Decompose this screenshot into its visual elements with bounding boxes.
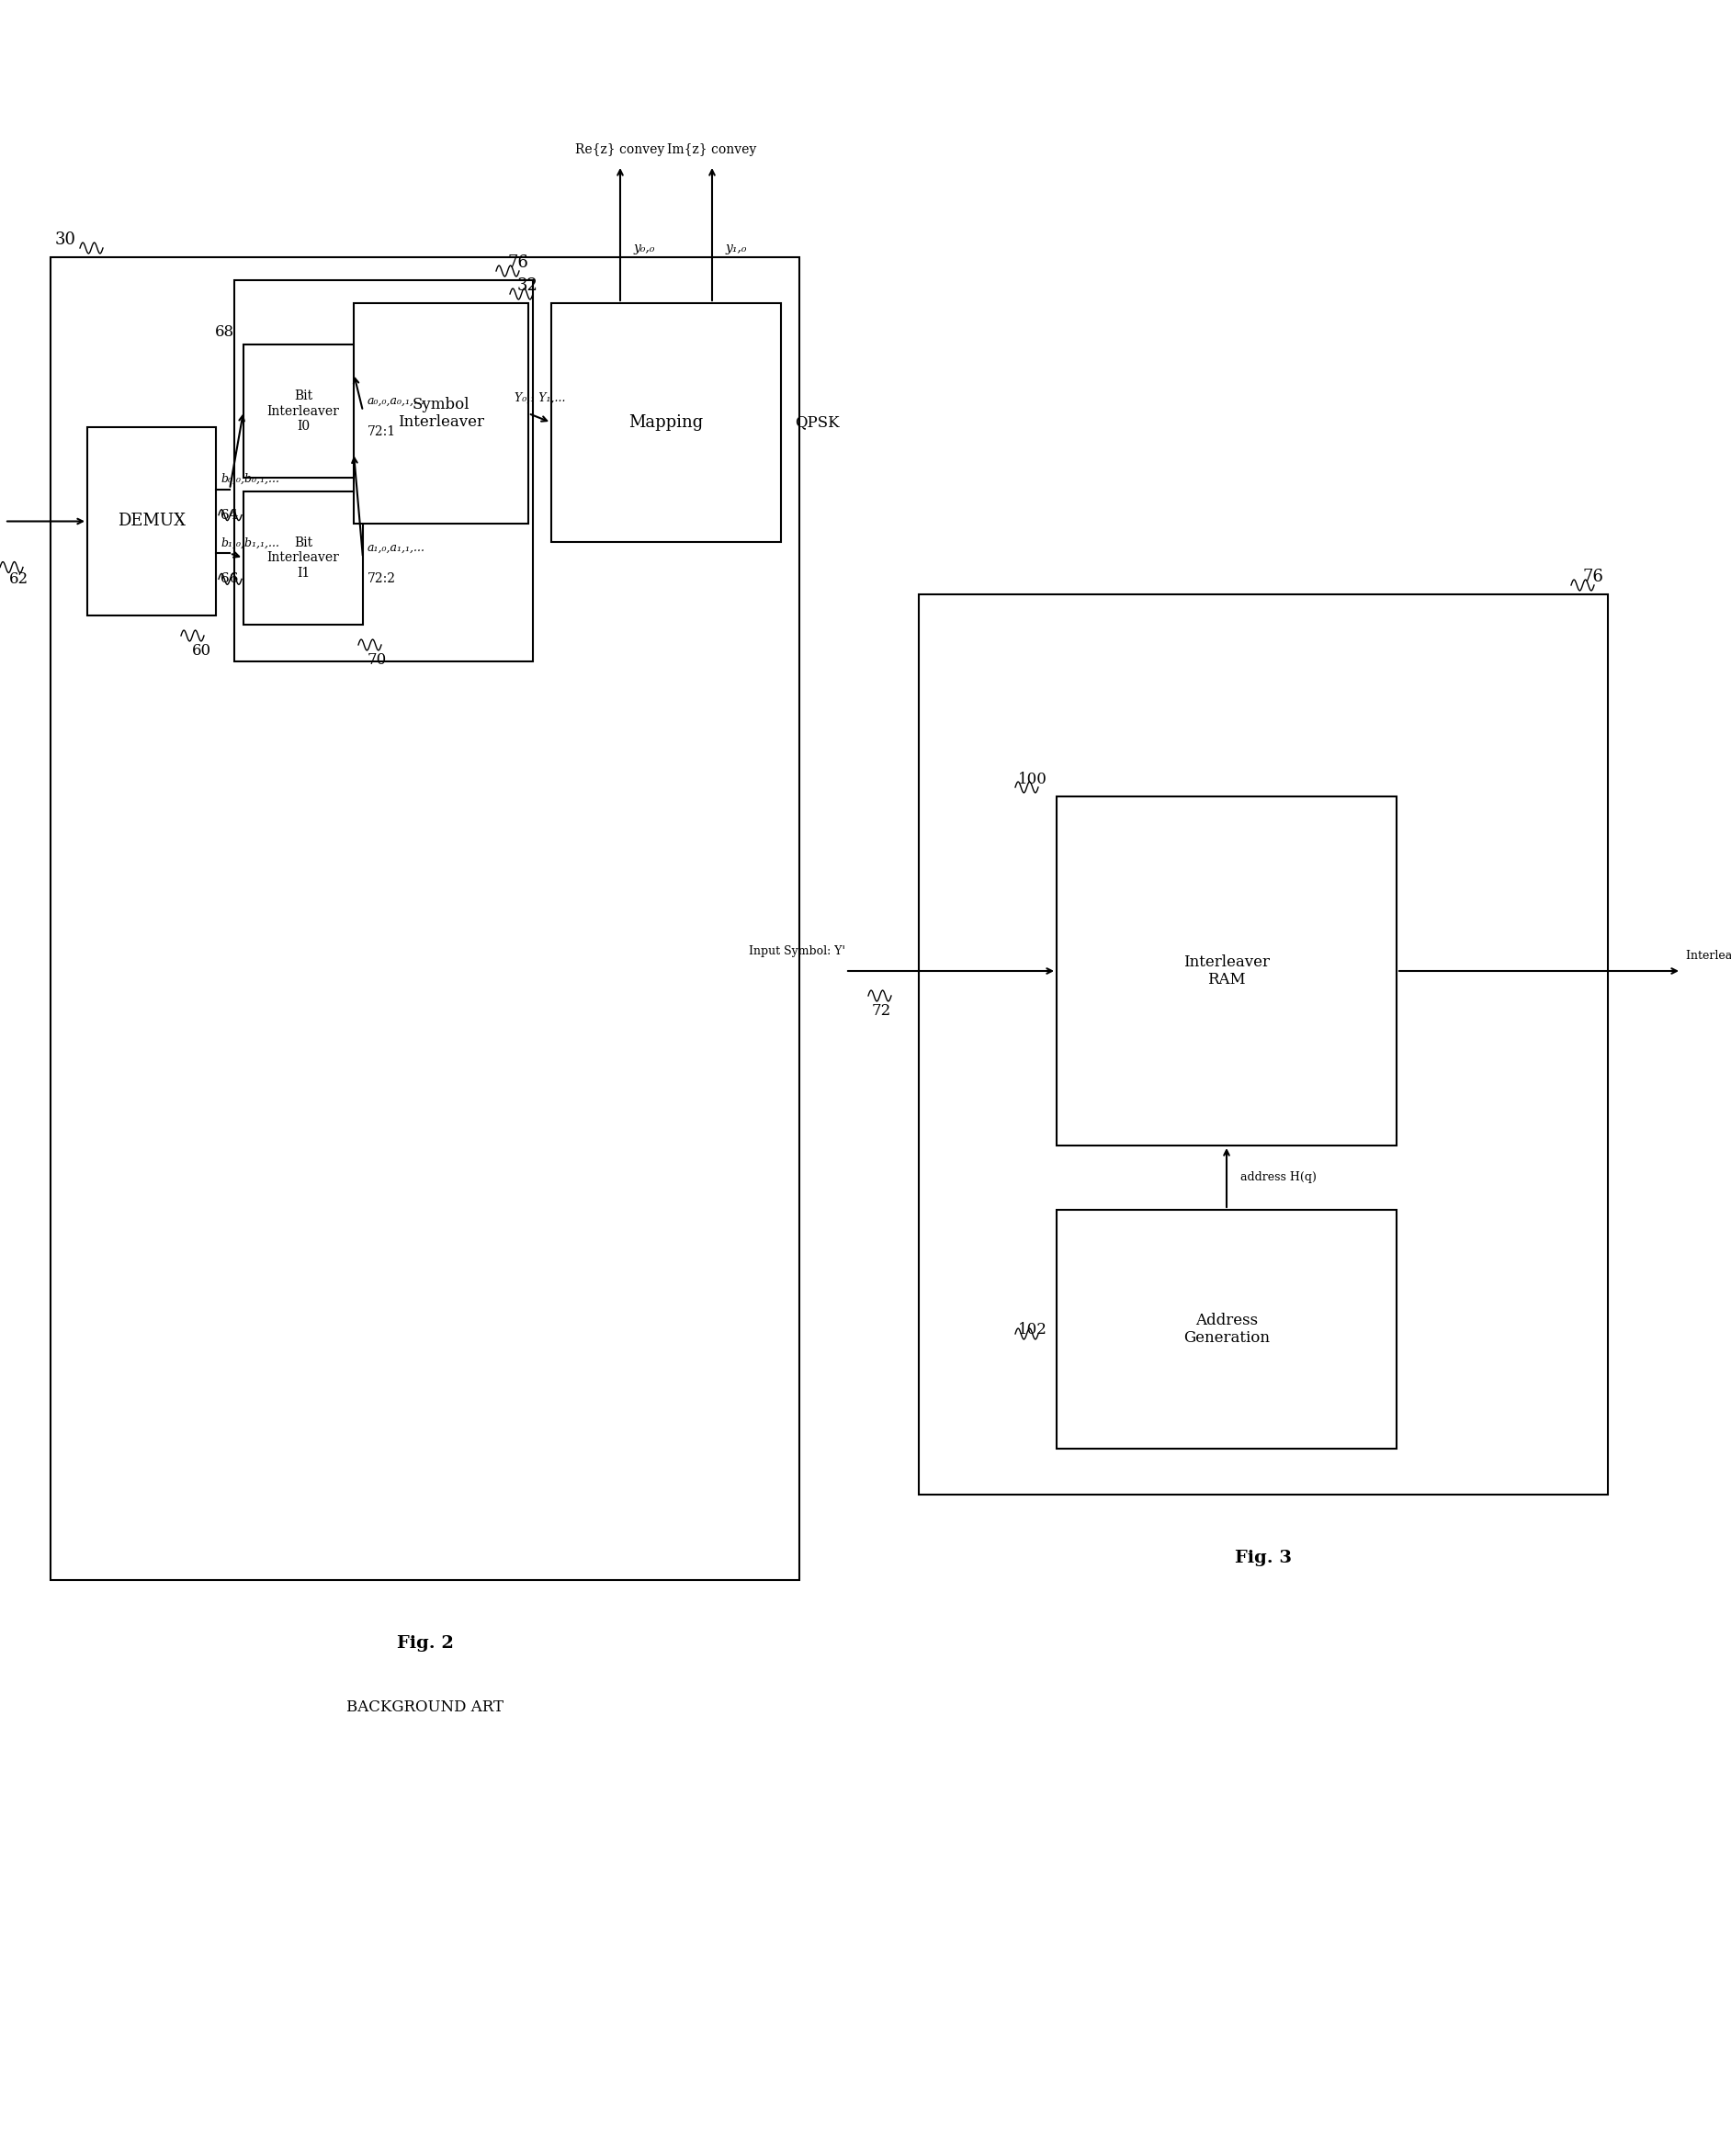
Text: a₁,₀,a₁,₁,...: a₁,₀,a₁,₁,... bbox=[367, 541, 426, 554]
Text: 62: 62 bbox=[9, 571, 29, 586]
Text: 76: 76 bbox=[507, 254, 528, 272]
Text: y₁,₀: y₁,₀ bbox=[725, 241, 748, 254]
Text: Mapping: Mapping bbox=[628, 414, 703, 431]
Text: 32: 32 bbox=[516, 278, 538, 293]
Text: 70: 70 bbox=[367, 653, 388, 668]
Bar bbox=[919, 595, 1608, 1494]
Text: Symbol
Interleaver: Symbol Interleaver bbox=[398, 397, 485, 431]
Text: 72:1: 72:1 bbox=[367, 425, 396, 438]
Text: 100: 100 bbox=[1018, 772, 1047, 787]
Text: Input Symbol: Y': Input Symbol: Y' bbox=[750, 944, 845, 957]
Text: y₀,₀: y₀,₀ bbox=[634, 241, 656, 254]
Text: Bit
Interleaver
I1: Bit Interleaver I1 bbox=[267, 537, 339, 580]
Text: 76: 76 bbox=[1582, 569, 1603, 584]
Bar bbox=[550, 304, 781, 541]
Bar bbox=[234, 280, 533, 662]
Text: 30: 30 bbox=[55, 231, 76, 248]
Text: 66: 66 bbox=[220, 573, 239, 586]
Bar bbox=[353, 304, 528, 524]
Text: Address
Generation: Address Generation bbox=[1184, 1313, 1271, 1345]
Text: b₀,₀,b₀,₁,...: b₀,₀,b₀,₁,... bbox=[220, 472, 279, 485]
Bar bbox=[1056, 1210, 1397, 1449]
Text: Y₀,₁ Y₁,...: Y₀,₁ Y₁,... bbox=[514, 392, 566, 403]
Text: 102: 102 bbox=[1018, 1322, 1047, 1337]
Text: Interleaver
RAM: Interleaver RAM bbox=[1184, 955, 1271, 987]
Text: 60: 60 bbox=[192, 642, 211, 658]
Text: 72:2: 72:2 bbox=[367, 573, 396, 586]
Text: 64: 64 bbox=[220, 509, 239, 522]
Text: a₀,₀,a₀,₁,...: a₀,₀,a₀,₁,... bbox=[367, 395, 426, 407]
Text: address H(q): address H(q) bbox=[1241, 1171, 1317, 1184]
Text: Interleaved Symbol: Y: Interleaved Symbol: Y bbox=[1686, 951, 1731, 962]
Bar bbox=[87, 427, 216, 614]
Bar bbox=[244, 492, 364, 625]
Text: Bit
Interleaver
I0: Bit Interleaver I0 bbox=[267, 390, 339, 433]
Text: BACKGROUND ART: BACKGROUND ART bbox=[346, 1699, 504, 1714]
Text: Fig. 2: Fig. 2 bbox=[396, 1634, 454, 1651]
Text: QPSK: QPSK bbox=[795, 414, 840, 431]
Text: b₁,₀,b₁,₁,...: b₁,₀,b₁,₁,... bbox=[220, 537, 279, 550]
Text: 72: 72 bbox=[872, 1003, 891, 1020]
Text: 68: 68 bbox=[215, 323, 234, 341]
Text: Re{z} convey: Re{z} convey bbox=[575, 142, 665, 155]
Bar bbox=[1056, 796, 1397, 1145]
Bar bbox=[50, 257, 800, 1580]
Text: Fig. 3: Fig. 3 bbox=[1234, 1550, 1291, 1565]
Text: DEMUX: DEMUX bbox=[118, 513, 185, 530]
Text: Im{z} convey: Im{z} convey bbox=[668, 142, 756, 155]
Bar bbox=[244, 345, 364, 479]
